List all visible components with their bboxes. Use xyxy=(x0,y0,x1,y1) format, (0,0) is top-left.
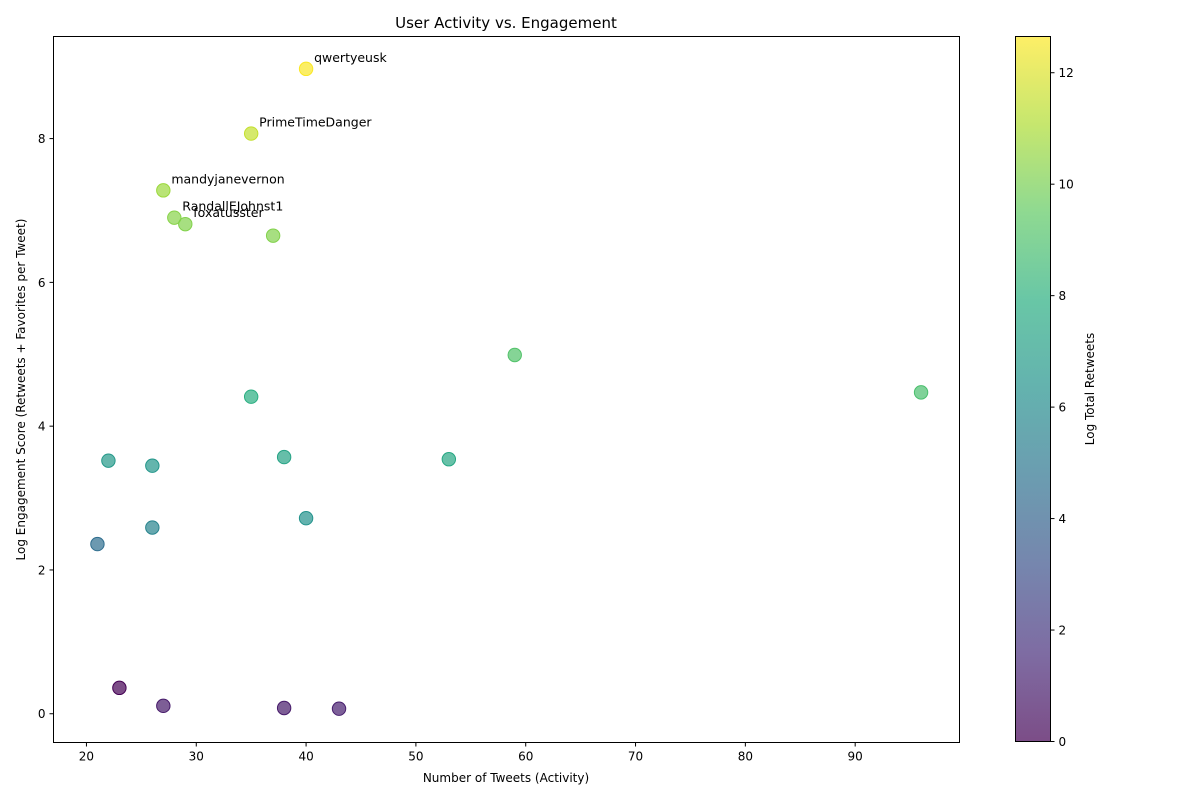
colorbar-title: Log Total Retweets xyxy=(1083,333,1097,446)
point-annotation: mandyjanevernon xyxy=(171,171,284,186)
x-tick-label: 70 xyxy=(628,750,643,764)
x-tick-label: 50 xyxy=(408,750,423,764)
point-annotation: PrimeTimeDanger xyxy=(259,115,372,130)
data-point xyxy=(265,228,281,243)
data-point xyxy=(243,126,259,141)
colorbar-frame xyxy=(1015,36,1051,742)
points-layer xyxy=(90,61,929,716)
colorbar-tick-label: 8 xyxy=(1059,289,1067,303)
y-axis-title: Log Engagement Score (Retweets + Favorit… xyxy=(14,219,28,561)
colorbar-tick-label: 4 xyxy=(1059,512,1067,526)
x-tick-label: 90 xyxy=(848,750,863,764)
data-point xyxy=(145,520,160,535)
x-axis: 20 30 40 50 60 70 80 90 xyxy=(79,742,863,764)
data-point xyxy=(145,458,160,473)
colorbar-tick-label: 10 xyxy=(1059,178,1074,192)
point-annotation: qwertyeusk xyxy=(314,50,387,65)
data-point xyxy=(156,698,171,714)
y-tick-label: 4 xyxy=(38,420,46,434)
data-point xyxy=(331,701,347,716)
chart-title: User Activity vs. Engagement xyxy=(395,14,617,32)
colorbar-tick-label: 12 xyxy=(1059,66,1074,80)
x-tick-label: 20 xyxy=(79,750,94,764)
plot-frame xyxy=(53,36,960,743)
data-point xyxy=(178,216,193,232)
x-tick-label: 40 xyxy=(298,750,313,764)
data-point xyxy=(298,61,314,77)
data-point xyxy=(913,385,929,400)
colorbar-tick-label: 2 xyxy=(1059,624,1067,638)
data-point xyxy=(441,452,457,467)
data-point xyxy=(507,347,522,363)
x-tick-label: 80 xyxy=(738,750,753,764)
x-tick-label: 60 xyxy=(518,750,533,764)
y-tick-label: 8 xyxy=(38,132,46,146)
colorbar-gradient xyxy=(1015,36,1051,742)
annotations-layer: qwertyeusk PrimeTimeDanger mandyjanevernon… xyxy=(171,50,387,220)
colorbar: 0 2 4 6 8 10 12 Log Total Retweets xyxy=(1015,36,1097,749)
data-point xyxy=(167,210,182,225)
data-point xyxy=(243,389,259,404)
colorbar-tick-label: 6 xyxy=(1059,401,1067,415)
data-point xyxy=(101,453,116,468)
data-point xyxy=(298,510,314,526)
data-point xyxy=(276,449,292,465)
data-point xyxy=(276,700,292,716)
point-annotation: foxatusster xyxy=(193,205,264,220)
x-axis-title: Number of Tweets (Activity) xyxy=(423,771,589,785)
y-tick-label: 6 xyxy=(38,276,46,290)
point-annotation: RandallEJohnst1 xyxy=(182,199,283,214)
y-axis: 0 2 4 6 8 xyxy=(38,132,54,721)
x-tick-label: 30 xyxy=(189,750,204,764)
y-tick-label: 2 xyxy=(38,563,46,577)
y-tick-label: 0 xyxy=(38,707,46,721)
colorbar-ticks: 0 2 4 6 8 10 12 xyxy=(1050,66,1074,749)
data-point xyxy=(112,680,127,696)
data-point xyxy=(156,183,171,198)
data-point xyxy=(90,536,105,552)
colorbar-tick-label: 0 xyxy=(1059,735,1067,749)
